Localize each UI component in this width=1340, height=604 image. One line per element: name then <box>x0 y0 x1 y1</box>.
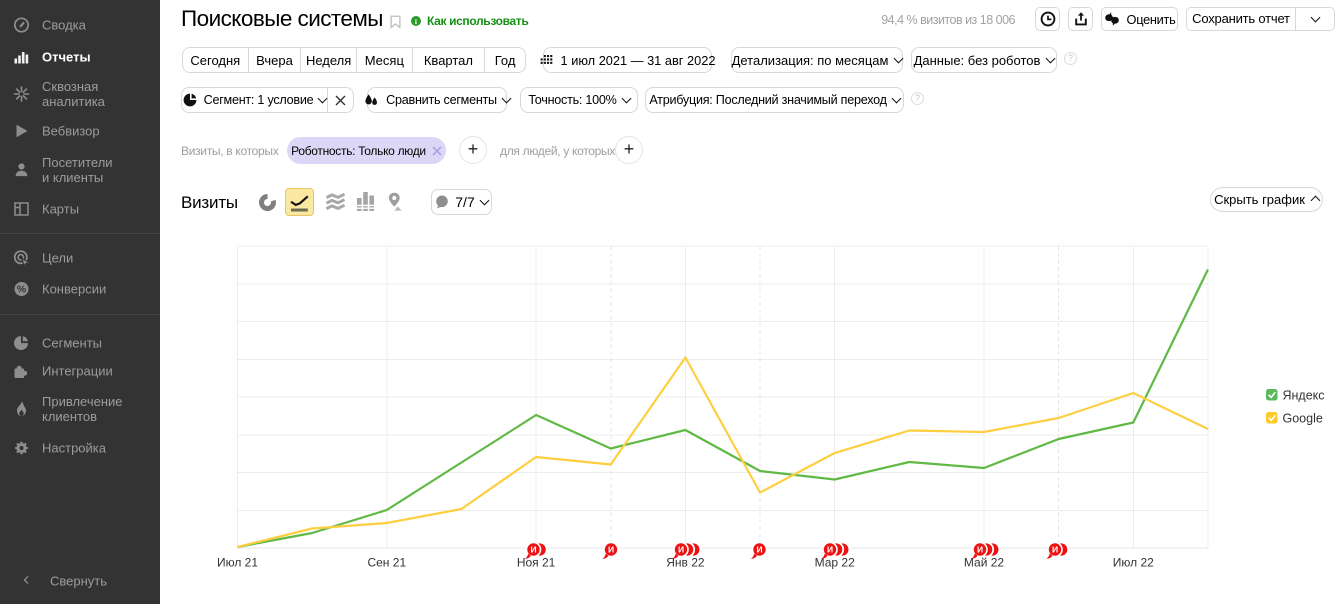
svg-text:И: И <box>530 545 536 555</box>
svg-text:Мар 22: Мар 22 <box>815 556 855 570</box>
svg-text:Июл 21: Июл 21 <box>217 556 258 570</box>
svg-text:И: И <box>977 545 983 555</box>
svg-text:И: И <box>1052 545 1058 555</box>
svg-text:И: И <box>756 545 762 555</box>
svg-text:Май 22: Май 22 <box>964 556 1005 570</box>
svg-text:Янв 22: Янв 22 <box>666 556 705 570</box>
svg-text:Сен 21: Сен 21 <box>367 556 406 570</box>
svg-text:Google: Google <box>1283 412 1323 426</box>
svg-text:Ноя 21: Ноя 21 <box>517 556 556 570</box>
svg-text:И: И <box>678 545 684 555</box>
svg-text:i: i <box>415 17 418 26</box>
svg-text:Яндекс: Яндекс <box>1283 389 1325 403</box>
svg-text:И: И <box>827 545 833 555</box>
svg-text:И: И <box>608 545 614 555</box>
svg-text:Июл 22: Июл 22 <box>1113 556 1154 570</box>
svg-text:%: % <box>17 284 27 296</box>
